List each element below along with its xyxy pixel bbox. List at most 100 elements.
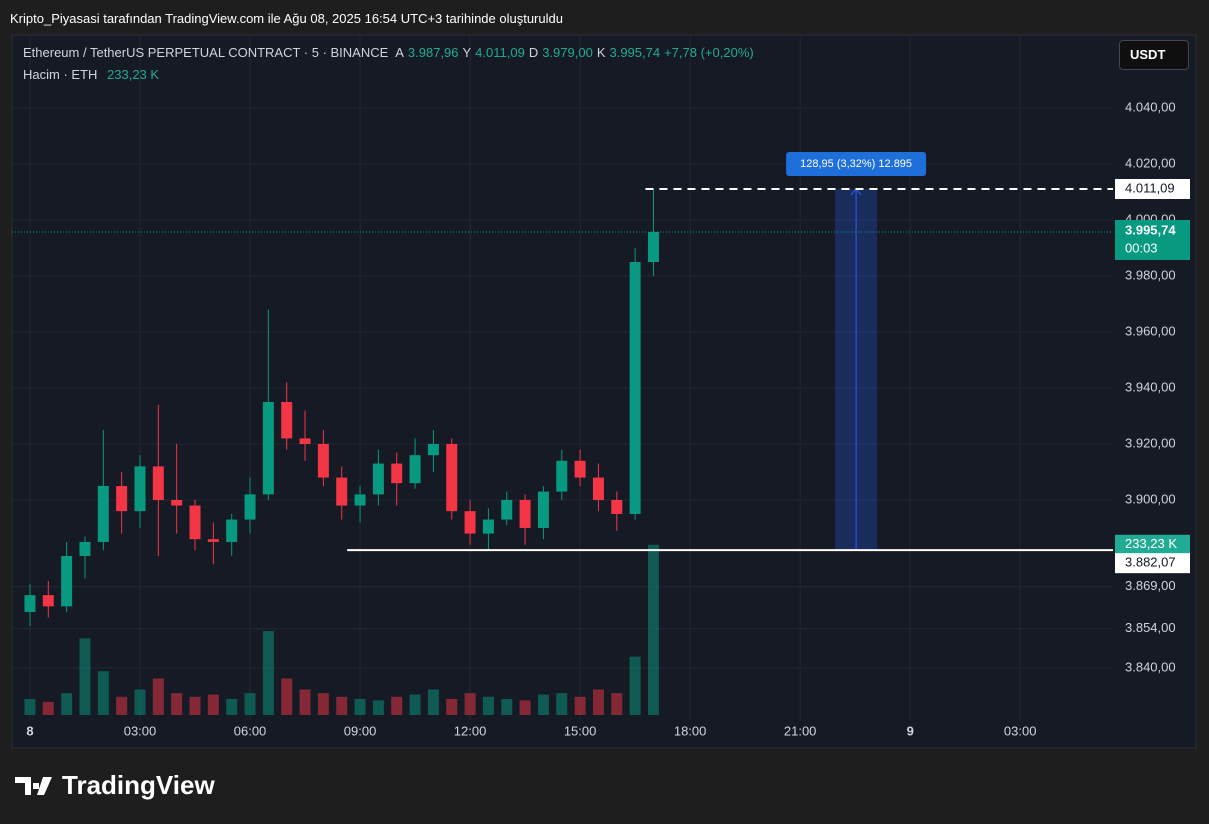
candle-body <box>42 595 54 607</box>
candle-body <box>262 401 274 495</box>
candle-body <box>372 463 384 495</box>
volume-header: Hacim · ETH 233,23 K <box>23 67 159 82</box>
x-tick-label: 21:00 <box>784 723 817 738</box>
currency-button[interactable]: USDT <box>1119 40 1189 70</box>
volume-bar <box>189 696 201 715</box>
x-tick-label: 06:00 <box>234 723 267 738</box>
volume-bar <box>317 693 329 715</box>
candle-body <box>574 460 586 478</box>
low-label: 3.882,07 <box>1125 555 1176 570</box>
ohlc-value: 3.979,00 <box>542 45 593 60</box>
ohlc-value: 3.995,74 <box>609 45 661 60</box>
candle-body <box>207 539 219 542</box>
candle-body <box>299 438 311 444</box>
volume-bar <box>372 700 384 715</box>
volume-bar <box>446 698 458 715</box>
ohlc-value: 3.987,96 <box>407 45 459 60</box>
candle-body <box>152 466 164 500</box>
candle-body <box>427 443 439 456</box>
high-label-bg <box>1115 178 1190 199</box>
candle-body <box>226 519 238 542</box>
volume-bar <box>134 689 146 715</box>
volume-value: 233,23 K <box>107 67 160 82</box>
y-tick-label: 3.920,00 <box>1125 435 1176 450</box>
x-tick-label: 12:00 <box>454 723 487 738</box>
volume-bar <box>281 678 293 715</box>
ohlc-key: Y <box>462 45 472 60</box>
volume-bar <box>556 693 568 715</box>
chart-frame <box>11 34 1197 749</box>
x-tick-label: 09:00 <box>344 723 377 738</box>
countdown: 00:03 <box>1125 240 1158 255</box>
y-tick-label: 4.020,00 <box>1125 155 1176 170</box>
y-tick-label: 3.854,00 <box>1125 620 1176 635</box>
volume-bar <box>427 689 439 715</box>
volume-bar <box>79 638 91 715</box>
volume-bar <box>464 693 476 715</box>
y-tick-label: 4.040,00 <box>1125 100 1176 115</box>
volume-bar <box>482 696 494 715</box>
y-tick-label: 3.980,00 <box>1125 267 1176 282</box>
x-tick-label: 9 <box>907 723 914 738</box>
volume-bar <box>574 696 586 715</box>
symbol: Ethereum / TetherUS PERPETUAL CONTRACT ·… <box>23 45 389 60</box>
x-tick-label: 18:00 <box>674 723 707 738</box>
volume-marker-label: 233,23 K <box>1125 536 1177 551</box>
y-tick-label: 3.940,00 <box>1125 379 1176 394</box>
candle-body <box>501 499 513 520</box>
volume-bar <box>647 544 659 715</box>
ohlc-key: K <box>596 45 606 60</box>
volume-bar <box>116 696 128 715</box>
candle-body <box>171 499 183 506</box>
volume-bar <box>42 701 54 715</box>
y-tick-label: 3.840,00 <box>1125 659 1176 674</box>
x-tick-label: 8 <box>26 723 33 738</box>
candle-body <box>391 463 403 484</box>
volume-bar <box>226 698 238 715</box>
volume-bar <box>24 698 36 715</box>
volume-bar <box>299 689 311 715</box>
x-tick-label: 03:00 <box>124 723 157 738</box>
candle-body <box>281 401 293 439</box>
candle-body <box>592 477 604 500</box>
volume-bar <box>354 698 366 715</box>
volume-bar <box>501 698 513 715</box>
candle-body <box>611 499 623 514</box>
volume-bar <box>244 693 256 715</box>
volume-bar <box>207 694 219 715</box>
volume-marker-bg <box>1115 534 1190 555</box>
candle-body <box>79 541 91 556</box>
candle-body <box>134 466 146 512</box>
candle-body <box>24 595 36 612</box>
candle-body <box>556 460 568 492</box>
candle-body <box>482 519 494 534</box>
high-label: 4.011,09 <box>1125 180 1175 195</box>
legend-header: Ethereum / TetherUS PERPETUAL CONTRACT ·… <box>23 45 758 60</box>
volume-bar <box>97 671 109 715</box>
volume-bar <box>171 693 183 715</box>
volume-bar <box>519 700 531 715</box>
y-tick-label: 3.900,00 <box>1125 491 1176 506</box>
ohlc-key: D <box>528 45 539 60</box>
volume-bar <box>262 631 274 715</box>
last-price-label: 3.995,74 <box>1125 222 1176 237</box>
brand: TradingView <box>62 770 215 800</box>
candle-body <box>354 494 366 506</box>
y-tick-label: 3.869,00 <box>1125 578 1176 593</box>
change: +7,78 (+0,20%) <box>664 45 754 60</box>
measure-label-bg <box>786 151 927 176</box>
x-tick-label: 03:00 <box>1004 723 1037 738</box>
candle-body <box>647 231 659 263</box>
volume-bar <box>629 656 641 715</box>
candle-body <box>317 443 329 478</box>
candle-body <box>629 262 641 514</box>
low-label-bg <box>1115 553 1190 574</box>
y-tick-label: 3.960,00 <box>1125 323 1176 338</box>
candle-body <box>464 511 476 534</box>
volume-bar <box>391 696 403 715</box>
logo <box>15 777 52 795</box>
candle-body <box>97 485 109 542</box>
volume-bar <box>336 696 348 715</box>
measure-label: 128,95 (3,32%) 12.895 <box>800 158 912 170</box>
